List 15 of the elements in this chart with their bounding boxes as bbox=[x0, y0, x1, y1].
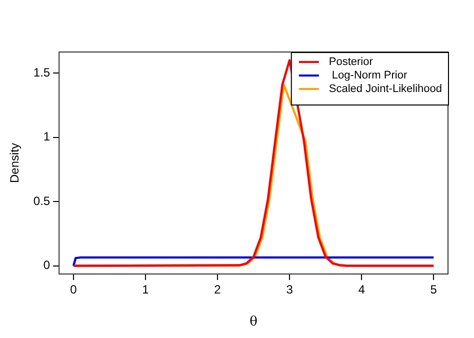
x-tick-label: 2 bbox=[214, 282, 222, 297]
x-tick-label: 3 bbox=[286, 282, 294, 297]
y-tick-label: 1 bbox=[43, 130, 50, 144]
y-tick-label: 1.5 bbox=[33, 65, 50, 80]
legend-label: Posterior bbox=[328, 56, 374, 68]
x-tick-label: 0 bbox=[70, 282, 78, 297]
x-axis-title: θ bbox=[250, 314, 258, 330]
y-axis-title: Density bbox=[8, 142, 22, 184]
legend-label: Log-Norm Prior bbox=[328, 70, 408, 82]
legend-label: Scaled Joint-Likelihood bbox=[328, 83, 442, 96]
y-tick-label: 0.5 bbox=[33, 194, 50, 208]
x-tick-label: 4 bbox=[358, 282, 366, 297]
x-tick-label: 1 bbox=[142, 282, 150, 297]
y-tick-label: 0 bbox=[43, 258, 50, 272]
x-tick-label: 5 bbox=[430, 282, 438, 297]
